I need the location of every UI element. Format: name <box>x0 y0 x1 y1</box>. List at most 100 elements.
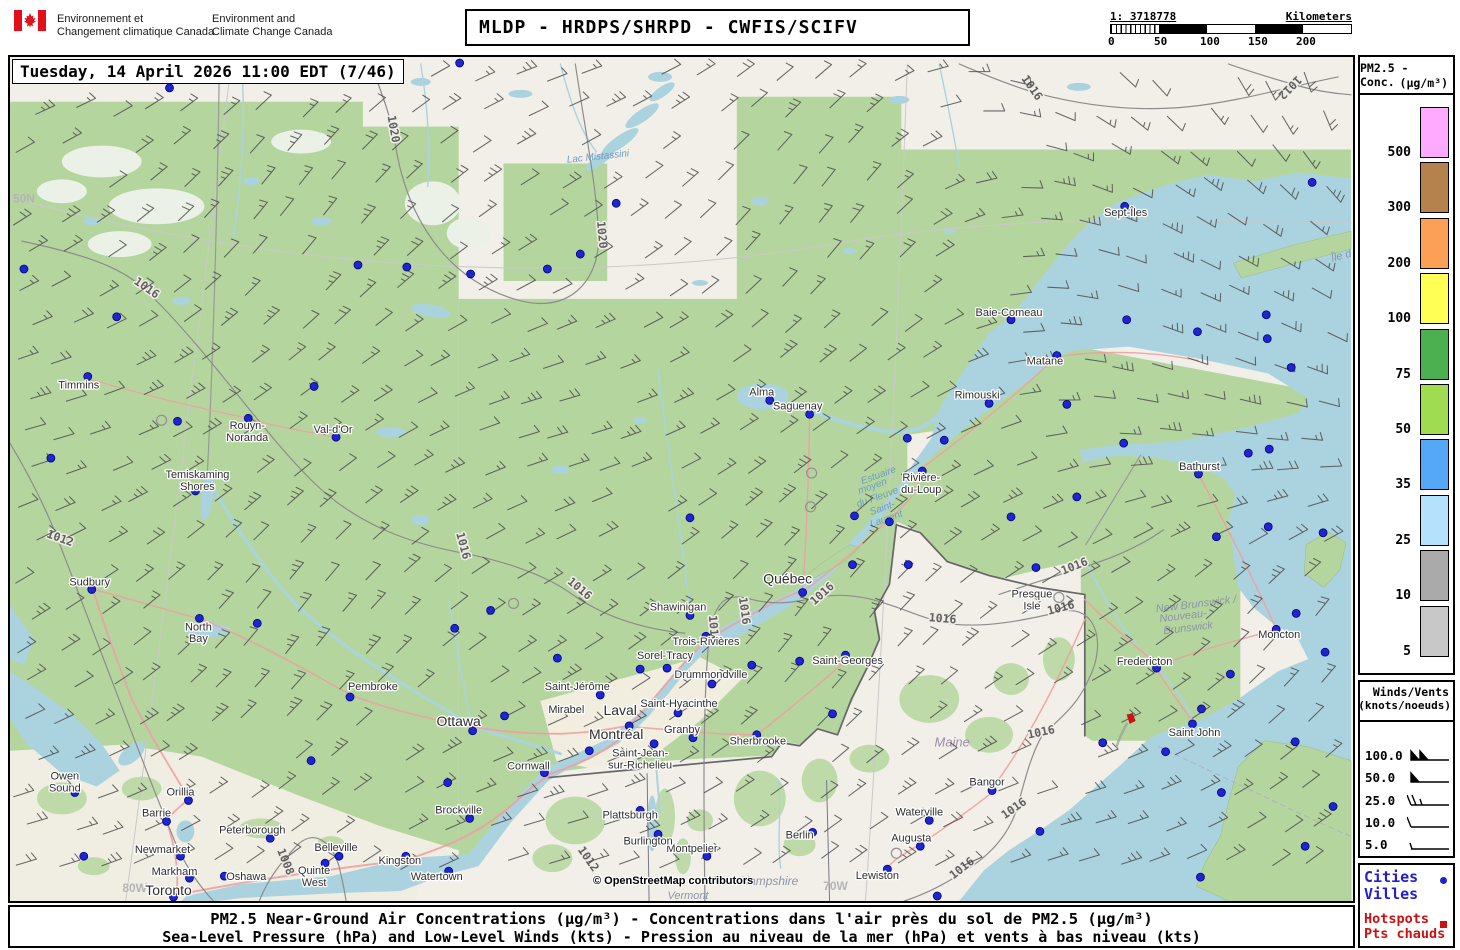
svg-text:Laval: Laval <box>604 702 637 718</box>
city-dot <box>450 623 460 633</box>
city-dot <box>402 262 412 272</box>
city-dot <box>486 605 495 615</box>
wind-legend-units: (knots/noeuds) <box>1358 699 1451 712</box>
city-dot <box>1062 399 1072 409</box>
svg-text:sur-Richelieu: sur-Richelieu <box>608 760 672 772</box>
svg-text:Plattsburgh: Plattsburgh <box>602 809 657 821</box>
svg-text:Drummondville: Drummondville <box>674 669 747 681</box>
city-dot <box>1197 704 1206 714</box>
city-dot <box>162 816 171 826</box>
city-dot <box>500 711 509 721</box>
city-dot <box>841 650 850 660</box>
svg-text:Vermont: Vermont <box>667 890 709 901</box>
svg-text:Temiskaming: Temiskaming <box>165 469 229 481</box>
city-dot <box>917 466 927 476</box>
city-dot <box>701 631 711 641</box>
pm25-legend-entry: 5 <box>1360 605 1453 659</box>
pm25-legend-entry: 50 <box>1360 384 1453 437</box>
city-dot <box>1119 438 1129 448</box>
city-dot <box>1006 512 1016 522</box>
wind-barb-icon <box>1407 816 1449 828</box>
city-dot <box>465 814 475 823</box>
city-dot <box>882 864 892 874</box>
canada-flag-icon <box>14 10 46 31</box>
pm25-threshold-value: 300 <box>1387 200 1411 216</box>
svg-text:Québec: Québec <box>763 571 812 587</box>
symbols-legend-panel: Cities Villes Hotspots Pts chauds <box>1358 863 1455 948</box>
svg-text:1016: 1016 <box>928 610 957 626</box>
city-dot <box>1193 327 1202 337</box>
svg-text:Sept-Îles: Sept-Îles <box>1104 206 1148 219</box>
pm25-legend-entry: 35 <box>1360 439 1453 492</box>
scalebar-bar <box>1110 24 1352 34</box>
pm25-legend-panel: PM2.5 - Conc. (µg/m³) 500 300 200 100 75 50 35… <box>1358 55 1455 675</box>
map-scalebar: 1: 3718778 Kilometers 0 50 100 150 200 <box>1108 10 1352 48</box>
city-dot <box>850 511 859 521</box>
city-dot <box>191 486 200 496</box>
svg-text:Trois-Rivières: Trois-Rivières <box>672 636 740 648</box>
svg-text:Sound: Sound <box>49 783 81 795</box>
city-dot <box>1194 469 1203 479</box>
city-dot <box>320 858 330 868</box>
wind-barb-icon <box>1407 794 1449 806</box>
city-dot <box>552 653 562 663</box>
admin-borders <box>206 63 1142 901</box>
city-dot <box>443 778 453 787</box>
city-dot <box>185 873 194 883</box>
scale-ratio: 1: 3718778 <box>1110 10 1177 23</box>
city-dot <box>83 372 93 381</box>
svg-text:Mirabel: Mirabel <box>548 704 584 716</box>
city-dot <box>1328 802 1338 811</box>
graticule <box>10 63 1352 901</box>
svg-text:Presque: Presque <box>1012 588 1053 600</box>
city-dot <box>1212 532 1221 542</box>
city-dot <box>649 739 659 749</box>
svg-text:Matane: Matane <box>1027 356 1064 368</box>
svg-text:Owen: Owen <box>51 771 80 783</box>
svg-text:1020: 1020 <box>594 220 610 249</box>
city-dot <box>808 827 817 837</box>
city-dot <box>635 806 645 815</box>
scalebar-tick: 0 <box>1108 35 1115 48</box>
svg-text:Moncton: Moncton <box>1258 629 1300 641</box>
city-dot <box>1300 841 1310 851</box>
wind-speed-value: 50.0 <box>1365 770 1396 786</box>
city-dot <box>1161 747 1170 757</box>
svg-text:Saint-Jérôme: Saint-Jérôme <box>545 681 610 693</box>
pm25-legend-entry: 10 <box>1360 550 1453 603</box>
city-dot <box>805 409 815 419</box>
city-dot <box>401 851 411 861</box>
pm25-legend-entry: 100 <box>1360 273 1453 327</box>
pm25-legend-entry: 25 <box>1360 494 1453 548</box>
city-dot <box>219 871 229 881</box>
wind-barb-icon <box>1410 771 1449 783</box>
svg-text:Newmarket: Newmarket <box>135 844 190 856</box>
wind-legend-entry: 25.0 <box>1360 791 1453 811</box>
city-dot <box>611 198 621 208</box>
wind-legend-entry: 5.0 <box>1360 835 1453 855</box>
logo-text-french: Environnement et Changement climatique Ca… <box>57 13 215 38</box>
svg-text:Pembroke: Pembroke <box>348 681 398 693</box>
pm25-threshold-value: 50 <box>1395 422 1411 437</box>
city-dot <box>353 260 363 270</box>
city-dot <box>19 264 29 274</box>
city-dot <box>79 851 89 861</box>
city-dot <box>1035 826 1045 836</box>
city-dot <box>624 721 634 731</box>
city-dot <box>1188 719 1197 729</box>
city-dot <box>265 833 275 843</box>
city-dot <box>848 560 857 569</box>
pm25-threshold-value: 100 <box>1387 311 1411 327</box>
city-dot <box>595 690 605 700</box>
wind-speed-value: 5.0 <box>1365 837 1388 853</box>
pm25-legend-entry: 500 <box>1360 107 1453 160</box>
city-dot <box>1120 201 1130 211</box>
svg-text:Sorel-Tracy: Sorel-Tracy <box>637 650 694 662</box>
svg-text:West: West <box>302 877 327 889</box>
city-dot <box>112 312 122 322</box>
caption-box: PM2.5 Near-Ground Air Concentrations (µg… <box>8 905 1355 948</box>
pm25-legend-units: (µg/m³) <box>1399 76 1448 90</box>
city-dot <box>468 726 478 736</box>
city-dot <box>1196 872 1205 882</box>
pm25-color-swatch <box>1420 273 1449 325</box>
